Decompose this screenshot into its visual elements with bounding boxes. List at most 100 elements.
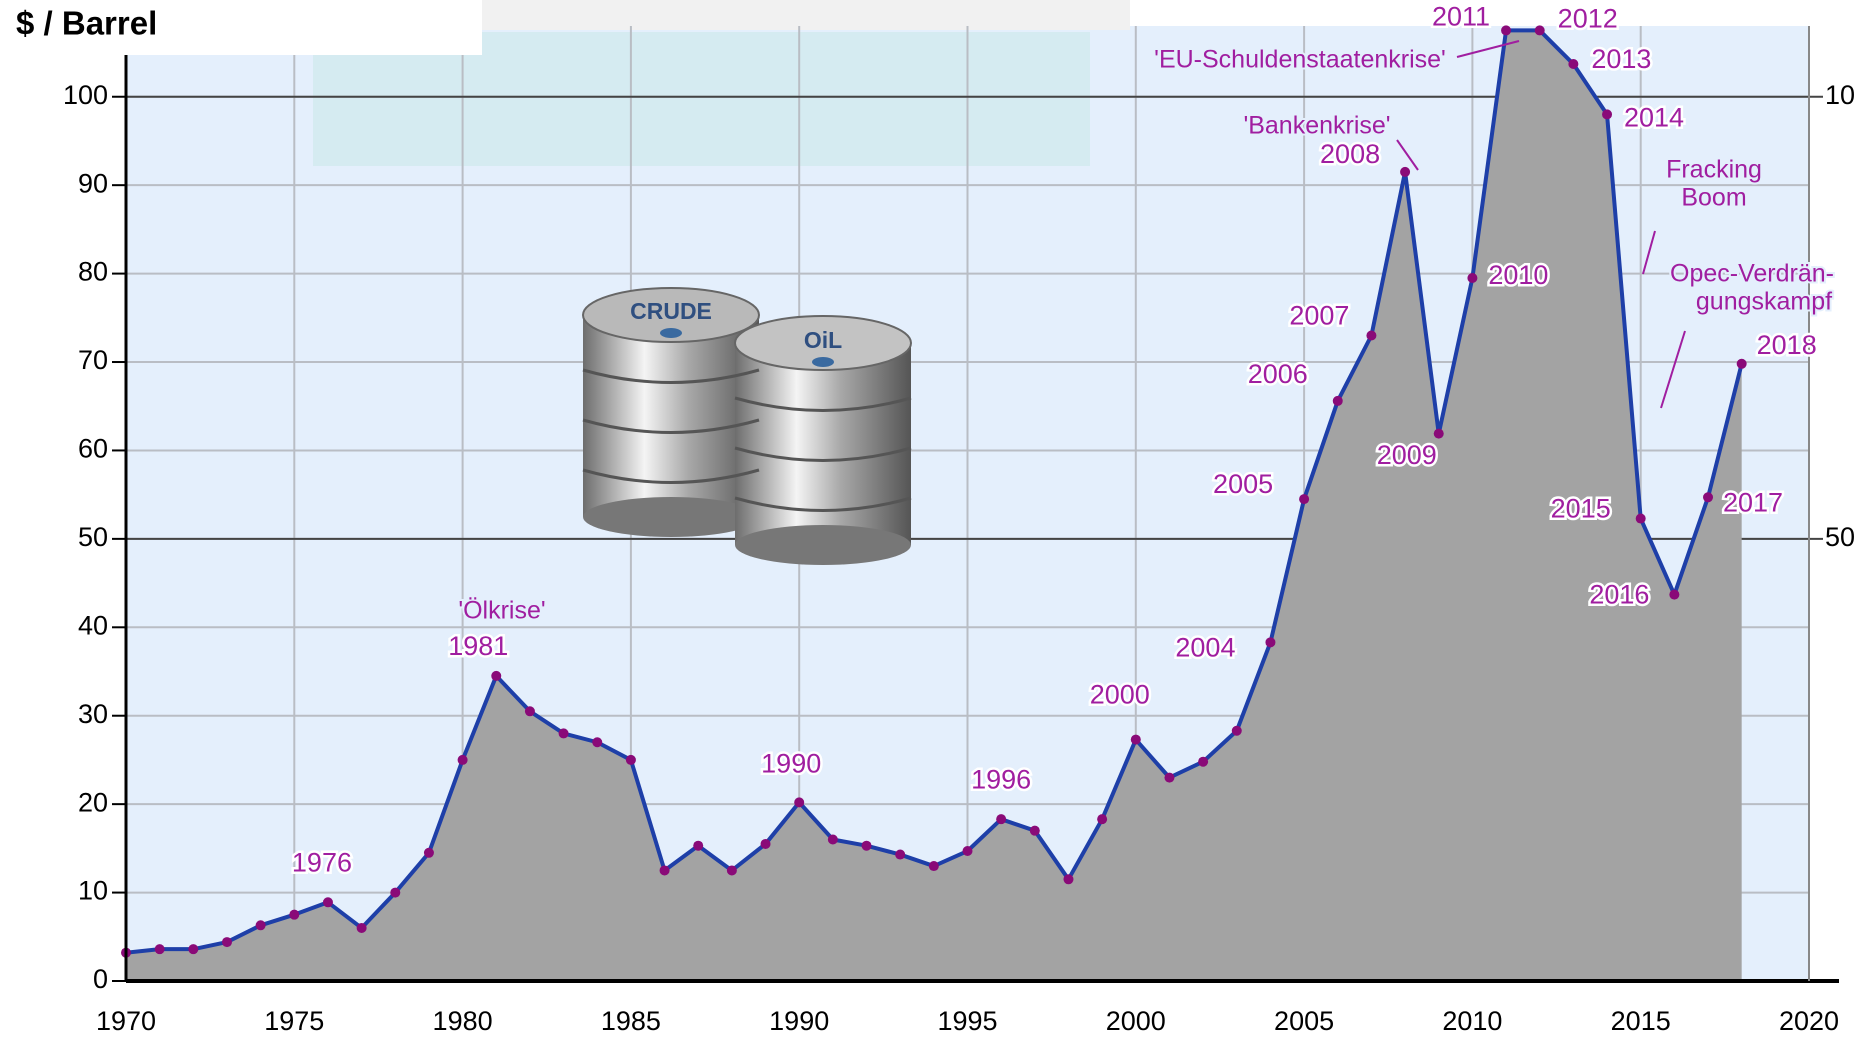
marker: [1568, 59, 1579, 70]
marker: [827, 834, 838, 845]
y-tick-label: 100: [63, 80, 108, 110]
y-tick-label: 50: [78, 522, 108, 552]
point-label: 2010: [1488, 260, 1548, 290]
annotation: 'Ölkrise': [458, 597, 545, 625]
point-label: 1976: [292, 847, 352, 877]
marker: [1467, 273, 1478, 284]
point-label: 1981: [448, 631, 508, 661]
leader-line: [1642, 230, 1656, 275]
point-label: 2017: [1723, 487, 1783, 517]
x-tick-label: 1990: [769, 1006, 829, 1036]
chart-title: $ / Barrel: [16, 5, 157, 42]
marker: [1669, 589, 1680, 600]
ring: [734, 396, 912, 512]
barrel: [735, 343, 911, 545]
point-label: 2009: [1377, 440, 1437, 470]
marker: [1635, 513, 1646, 524]
y-tick-label: 30: [78, 699, 108, 729]
marker: [1332, 395, 1343, 406]
x-tick-label: 2015: [1611, 1006, 1671, 1036]
marker: [996, 814, 1007, 825]
barrel-bottom: [735, 525, 911, 565]
barrels: CRUDE OiL: [582, 287, 912, 565]
y-tick-label: 80: [78, 257, 108, 287]
y-tick-label: 60: [78, 434, 108, 464]
ring: [582, 368, 760, 484]
barrel: [583, 315, 759, 517]
barrel-top: [734, 315, 912, 371]
marker: [1265, 637, 1276, 648]
marker: [625, 754, 636, 765]
barrel-top: [582, 287, 760, 343]
marker: [491, 670, 502, 681]
annotation: Boom: [1681, 184, 1746, 212]
marker: [524, 706, 535, 717]
marker: [659, 865, 670, 876]
marker: [895, 849, 906, 860]
marker: [592, 737, 603, 748]
marker: [1130, 734, 1141, 745]
annotation: 'Bankenkrise': [1243, 112, 1390, 140]
x-tick-label: 1975: [264, 1006, 324, 1036]
marker: [962, 846, 973, 857]
x-tick-label: 2010: [1442, 1006, 1502, 1036]
annotation: 'EU-Schuldenstaatenkrise': [1154, 46, 1446, 74]
marker: [154, 944, 165, 955]
top-strip: [482, 0, 1130, 30]
marker: [322, 897, 333, 908]
point-label: 2000: [1090, 680, 1150, 710]
x-tick-label: 1970: [96, 1006, 156, 1036]
marker: [558, 728, 569, 739]
barrel-text: OiL: [804, 327, 842, 353]
marker: [928, 861, 939, 872]
point-label: 2006: [1248, 359, 1308, 389]
marker: [1198, 756, 1209, 767]
barrel-bottom: [583, 497, 759, 537]
point-label: 2012: [1558, 4, 1618, 34]
leader-line: [1660, 330, 1686, 409]
cap: [660, 328, 682, 338]
marker: [423, 847, 434, 858]
point-label: 2016: [1589, 580, 1649, 610]
marker: [1602, 109, 1613, 120]
y2-tick-label: 100: [1825, 80, 1854, 110]
point-label: 2005: [1213, 469, 1273, 499]
marker: [794, 797, 805, 808]
point-label: 2007: [1289, 301, 1349, 331]
y-tick-label: 70: [78, 345, 108, 375]
barrel-text: CRUDE: [630, 298, 712, 324]
point-label: 2014: [1624, 103, 1684, 133]
marker: [1400, 166, 1411, 177]
area: [126, 30, 1742, 981]
marker: [1433, 428, 1444, 439]
point-label: 2008: [1320, 139, 1380, 169]
marker: [760, 838, 771, 849]
point-label: 2004: [1175, 632, 1235, 662]
leader-line: [1456, 40, 1520, 58]
x-tick-label: 2005: [1274, 1006, 1334, 1036]
point-label: 1990: [761, 749, 821, 779]
marker: [188, 944, 199, 955]
labels: 1970 1975 1980 1985 1990 1995 2000 2005 2010 2015…: [63, 0, 1854, 1036]
marker: [1501, 25, 1512, 36]
marker: [356, 922, 367, 933]
marker: [1534, 25, 1545, 36]
marker: [1703, 492, 1714, 503]
marker: [1029, 825, 1040, 836]
marker: [390, 887, 401, 898]
y-tick-label: 10: [78, 876, 108, 906]
annotation: gungskampf: [1696, 288, 1832, 316]
y2-tick-label: 50: [1825, 522, 1854, 552]
marker: [1736, 358, 1747, 369]
marker: [1366, 330, 1377, 341]
marker: [255, 920, 266, 931]
marker: [1063, 874, 1074, 885]
title-box: [0, 0, 482, 55]
marker: [457, 754, 468, 765]
y-tick-label: 0: [93, 964, 108, 994]
marker: [1299, 494, 1310, 505]
marker: [1164, 772, 1175, 783]
marker: [726, 865, 737, 876]
y-tick-label: 20: [78, 787, 108, 817]
